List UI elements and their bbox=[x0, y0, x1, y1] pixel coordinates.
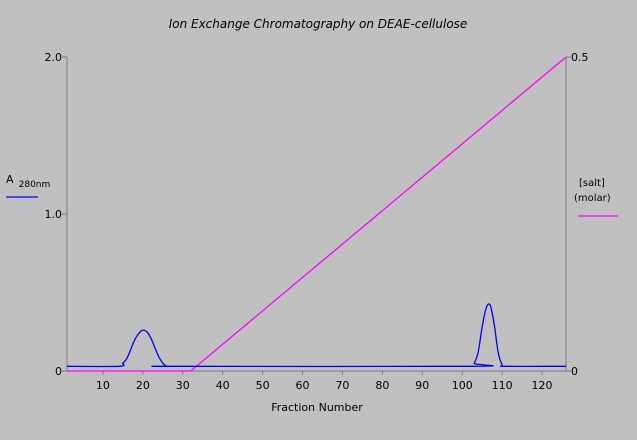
x-tick-label: 40 bbox=[216, 379, 230, 392]
x-tick-label: 90 bbox=[415, 379, 429, 392]
chart-title: Ion Exchange Chromatography on DEAE-cell… bbox=[169, 17, 468, 31]
x-tick-label: 50 bbox=[256, 379, 270, 392]
right-tick-label: 0.5 bbox=[571, 51, 589, 64]
left-tick-label: 1.0 bbox=[45, 208, 63, 221]
right-axis-label-line2: (molar) bbox=[574, 193, 611, 204]
left-tick-label: 0 bbox=[55, 365, 62, 378]
left-y-axis: 0 1.0 2.0 bbox=[45, 51, 68, 378]
right-y-axis: 00.5 bbox=[565, 51, 589, 378]
plot-area bbox=[66, 56, 567, 372]
x-tick-label: 120 bbox=[532, 379, 553, 392]
x-tick-label: 110 bbox=[492, 379, 513, 392]
salt-gradient-line bbox=[67, 56, 567, 372]
right-tick-label: 0 bbox=[571, 365, 578, 378]
absorbance-series-line bbox=[66, 303, 567, 368]
x-tick-label: 20 bbox=[136, 379, 150, 392]
left-axis-label-main: A bbox=[6, 173, 14, 186]
x-axis-label: Fraction Number bbox=[271, 401, 363, 414]
x-tick-label: 30 bbox=[176, 379, 190, 392]
x-tick-label: 70 bbox=[335, 379, 349, 392]
left-axis-label-sub: 280nm bbox=[19, 180, 51, 190]
x-tick-label: 100 bbox=[452, 379, 473, 392]
right-axis-legend: [salt] (molar) bbox=[574, 178, 618, 217]
x-axis: 10 20 30 40 50 60 70 80 90 100 110 120 bbox=[67, 370, 566, 392]
left-axis-legend: A 280nm bbox=[6, 168, 50, 198]
x-tick-label: 60 bbox=[296, 379, 310, 392]
right-axis-label-line1: [salt] bbox=[579, 178, 605, 189]
x-tick-label: 10 bbox=[96, 379, 110, 392]
left-axis-label: A 280nm bbox=[6, 168, 50, 190]
x-tick-label: 80 bbox=[375, 379, 389, 392]
left-tick-label: 2.0 bbox=[45, 51, 63, 64]
